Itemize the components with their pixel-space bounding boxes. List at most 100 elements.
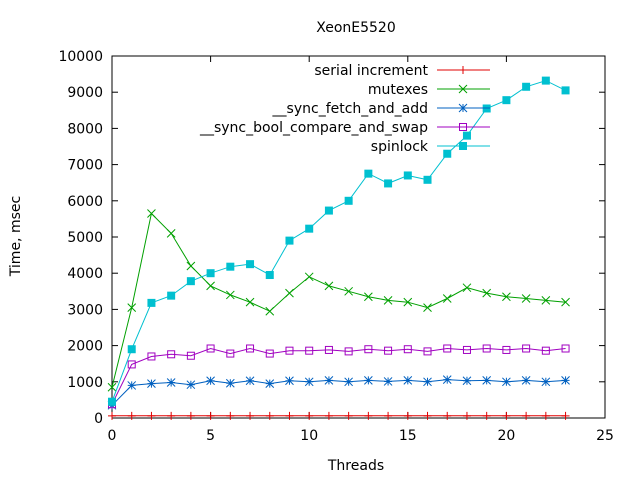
data-point bbox=[344, 347, 353, 356]
y-tick-label: 4000 bbox=[67, 266, 103, 282]
data-point bbox=[186, 351, 195, 360]
data-point bbox=[285, 288, 294, 298]
data-point bbox=[305, 346, 314, 355]
data-point bbox=[206, 376, 215, 386]
y-tick-label: 3000 bbox=[67, 302, 103, 318]
data-point bbox=[147, 411, 156, 420]
y-tick-label: 10000 bbox=[58, 49, 103, 65]
data-point bbox=[561, 86, 570, 95]
data-point bbox=[522, 411, 531, 420]
data-point bbox=[541, 295, 551, 305]
data-point bbox=[127, 381, 137, 390]
data-point bbox=[423, 377, 432, 387]
data-point bbox=[442, 375, 452, 384]
data-point bbox=[384, 179, 393, 188]
y-tick-label: 6000 bbox=[67, 194, 103, 210]
chart-title: XeonE5520 bbox=[316, 20, 396, 36]
data-point bbox=[423, 175, 432, 184]
data-point bbox=[561, 411, 570, 420]
data-point bbox=[541, 411, 550, 420]
data-point bbox=[423, 347, 432, 356]
series-line bbox=[111, 212, 566, 388]
data-point bbox=[127, 411, 136, 420]
data-point bbox=[305, 224, 314, 233]
data-point bbox=[166, 378, 176, 387]
data-point bbox=[324, 375, 334, 385]
series-4 bbox=[108, 76, 570, 406]
data-point bbox=[225, 378, 235, 388]
data-point bbox=[167, 291, 176, 300]
data-point bbox=[225, 290, 235, 300]
data-point bbox=[383, 295, 393, 305]
data-point bbox=[186, 411, 195, 420]
y-tick-label: 9000 bbox=[67, 85, 103, 101]
data-point bbox=[324, 206, 333, 215]
data-point bbox=[502, 96, 511, 105]
legend-marker bbox=[459, 66, 467, 74]
data-point bbox=[561, 344, 570, 353]
data-point bbox=[364, 345, 373, 354]
data-point bbox=[502, 292, 511, 302]
data-point bbox=[521, 294, 531, 303]
data-point bbox=[364, 292, 373, 302]
x-tick-label: 10 bbox=[300, 428, 318, 444]
y-tick-label: 1000 bbox=[67, 375, 103, 391]
data-point bbox=[246, 260, 255, 269]
legend-item: spinlock bbox=[371, 139, 490, 155]
data-point bbox=[364, 169, 373, 178]
data-point bbox=[226, 262, 235, 271]
series-2 bbox=[107, 375, 570, 410]
data-point bbox=[265, 411, 274, 420]
data-point bbox=[324, 281, 334, 291]
data-point bbox=[285, 376, 294, 386]
data-point bbox=[403, 411, 412, 420]
legend-marker bbox=[459, 123, 467, 131]
legend-label: __sync_bool_compare_and_swap bbox=[199, 120, 428, 136]
data-point bbox=[285, 411, 294, 420]
data-point bbox=[186, 277, 195, 286]
y-tick-label: 7000 bbox=[67, 158, 103, 174]
series-0 bbox=[108, 411, 570, 420]
data-point bbox=[521, 375, 531, 385]
data-point bbox=[383, 377, 393, 386]
plot-area: 0 5 10 15 20 25 0 1000 2000 3000 4000 5000 6000 7000 8… bbox=[58, 49, 613, 444]
data-point bbox=[246, 411, 255, 420]
y-tick-label: 5000 bbox=[67, 230, 103, 246]
data-point bbox=[423, 303, 432, 312]
x-tick-label: 25 bbox=[596, 428, 614, 444]
data-point bbox=[344, 286, 353, 296]
legend-label: serial increment bbox=[314, 63, 428, 79]
x-tick-label: 5 bbox=[206, 428, 215, 444]
legend: serial increment mutexes __sync_fetch_and_… bbox=[199, 63, 490, 155]
data-point bbox=[285, 346, 294, 355]
data-point bbox=[108, 411, 116, 420]
data-point bbox=[364, 375, 373, 385]
data-point bbox=[443, 411, 452, 420]
legend-item: mutexes bbox=[368, 82, 490, 98]
data-point bbox=[147, 298, 156, 307]
data-point bbox=[304, 272, 314, 282]
y-tick-label: 0 bbox=[94, 411, 103, 427]
x-tick-label: 20 bbox=[497, 428, 515, 444]
data-point bbox=[324, 411, 333, 420]
data-point bbox=[107, 382, 117, 392]
data-point bbox=[265, 271, 274, 280]
x-tick-label: 15 bbox=[399, 428, 417, 444]
data-point bbox=[561, 297, 570, 307]
data-point bbox=[305, 411, 314, 420]
data-point bbox=[206, 344, 215, 353]
data-point bbox=[541, 377, 551, 387]
series-3 bbox=[108, 344, 570, 409]
data-point bbox=[502, 377, 511, 387]
data-point bbox=[541, 76, 550, 85]
data-point bbox=[522, 82, 531, 91]
data-point bbox=[403, 345, 412, 354]
data-point bbox=[384, 346, 393, 355]
data-point bbox=[443, 149, 452, 158]
data-point bbox=[344, 377, 353, 387]
data-point bbox=[541, 346, 550, 355]
data-point bbox=[442, 294, 452, 303]
data-point bbox=[364, 411, 373, 420]
legend-label: spinlock bbox=[371, 139, 429, 155]
data-point bbox=[423, 411, 432, 420]
